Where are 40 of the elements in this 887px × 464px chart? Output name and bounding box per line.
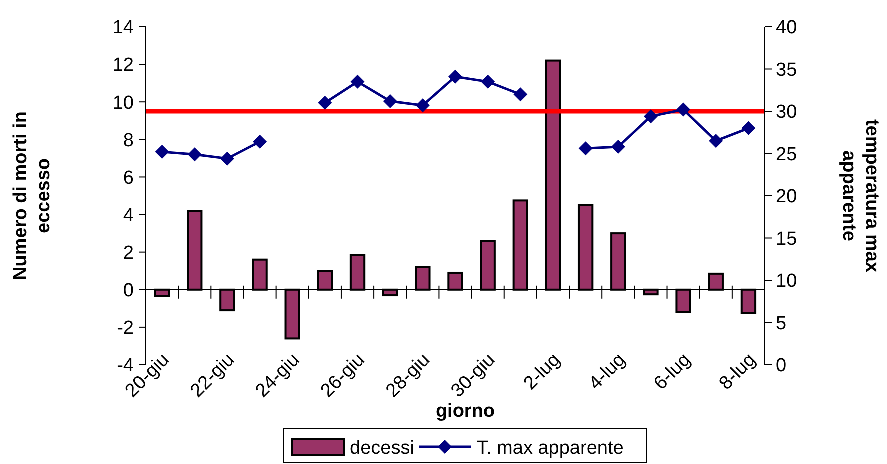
y-tick-label: 0 [123, 280, 134, 302]
y2-tick-label: 5 [776, 313, 787, 334]
point [611, 140, 626, 154]
y2-tick-label: 20 [776, 186, 798, 208]
point [578, 142, 593, 156]
point [709, 134, 724, 148]
point [350, 74, 365, 89]
y-axis-title: Numero di morti in eccesso [10, 112, 54, 280]
y2-tick-label: 35 [776, 60, 798, 81]
y2-tick-label: 30 [776, 102, 798, 124]
legend-label: decessi [350, 438, 414, 459]
y2-tick-label: 25 [776, 144, 798, 166]
point [220, 152, 234, 166]
point [416, 98, 430, 113]
y-tick-label: 4 [123, 205, 134, 226]
x-axis-title: giorno [436, 401, 496, 422]
y2-axis-title: temperatura max apparente [838, 119, 882, 273]
legend-label: T. max apparente [477, 438, 624, 459]
point [644, 110, 658, 124]
point [481, 74, 496, 89]
point [448, 70, 462, 84]
y-tick-label: 2 [123, 242, 134, 264]
y-tick-label: 8 [123, 130, 134, 152]
y2-tick-label: 10 [776, 271, 798, 292]
y-tick-label: 12 [112, 55, 134, 76]
y2-tick-label: 0 [776, 356, 787, 377]
y2-tick-label: 40 [776, 18, 798, 39]
point [676, 102, 691, 117]
point [253, 134, 268, 149]
point [514, 88, 528, 102]
y-tick-label: -2 [117, 318, 134, 340]
y-tick-label: 10 [112, 92, 134, 114]
y-tick-label: 14 [112, 18, 134, 39]
point [188, 148, 202, 162]
y-tick-label: 6 [123, 168, 134, 189]
point [155, 145, 170, 160]
point [383, 94, 398, 108]
point [742, 121, 756, 136]
y2-tick-label: 15 [776, 228, 798, 250]
point [318, 96, 332, 110]
